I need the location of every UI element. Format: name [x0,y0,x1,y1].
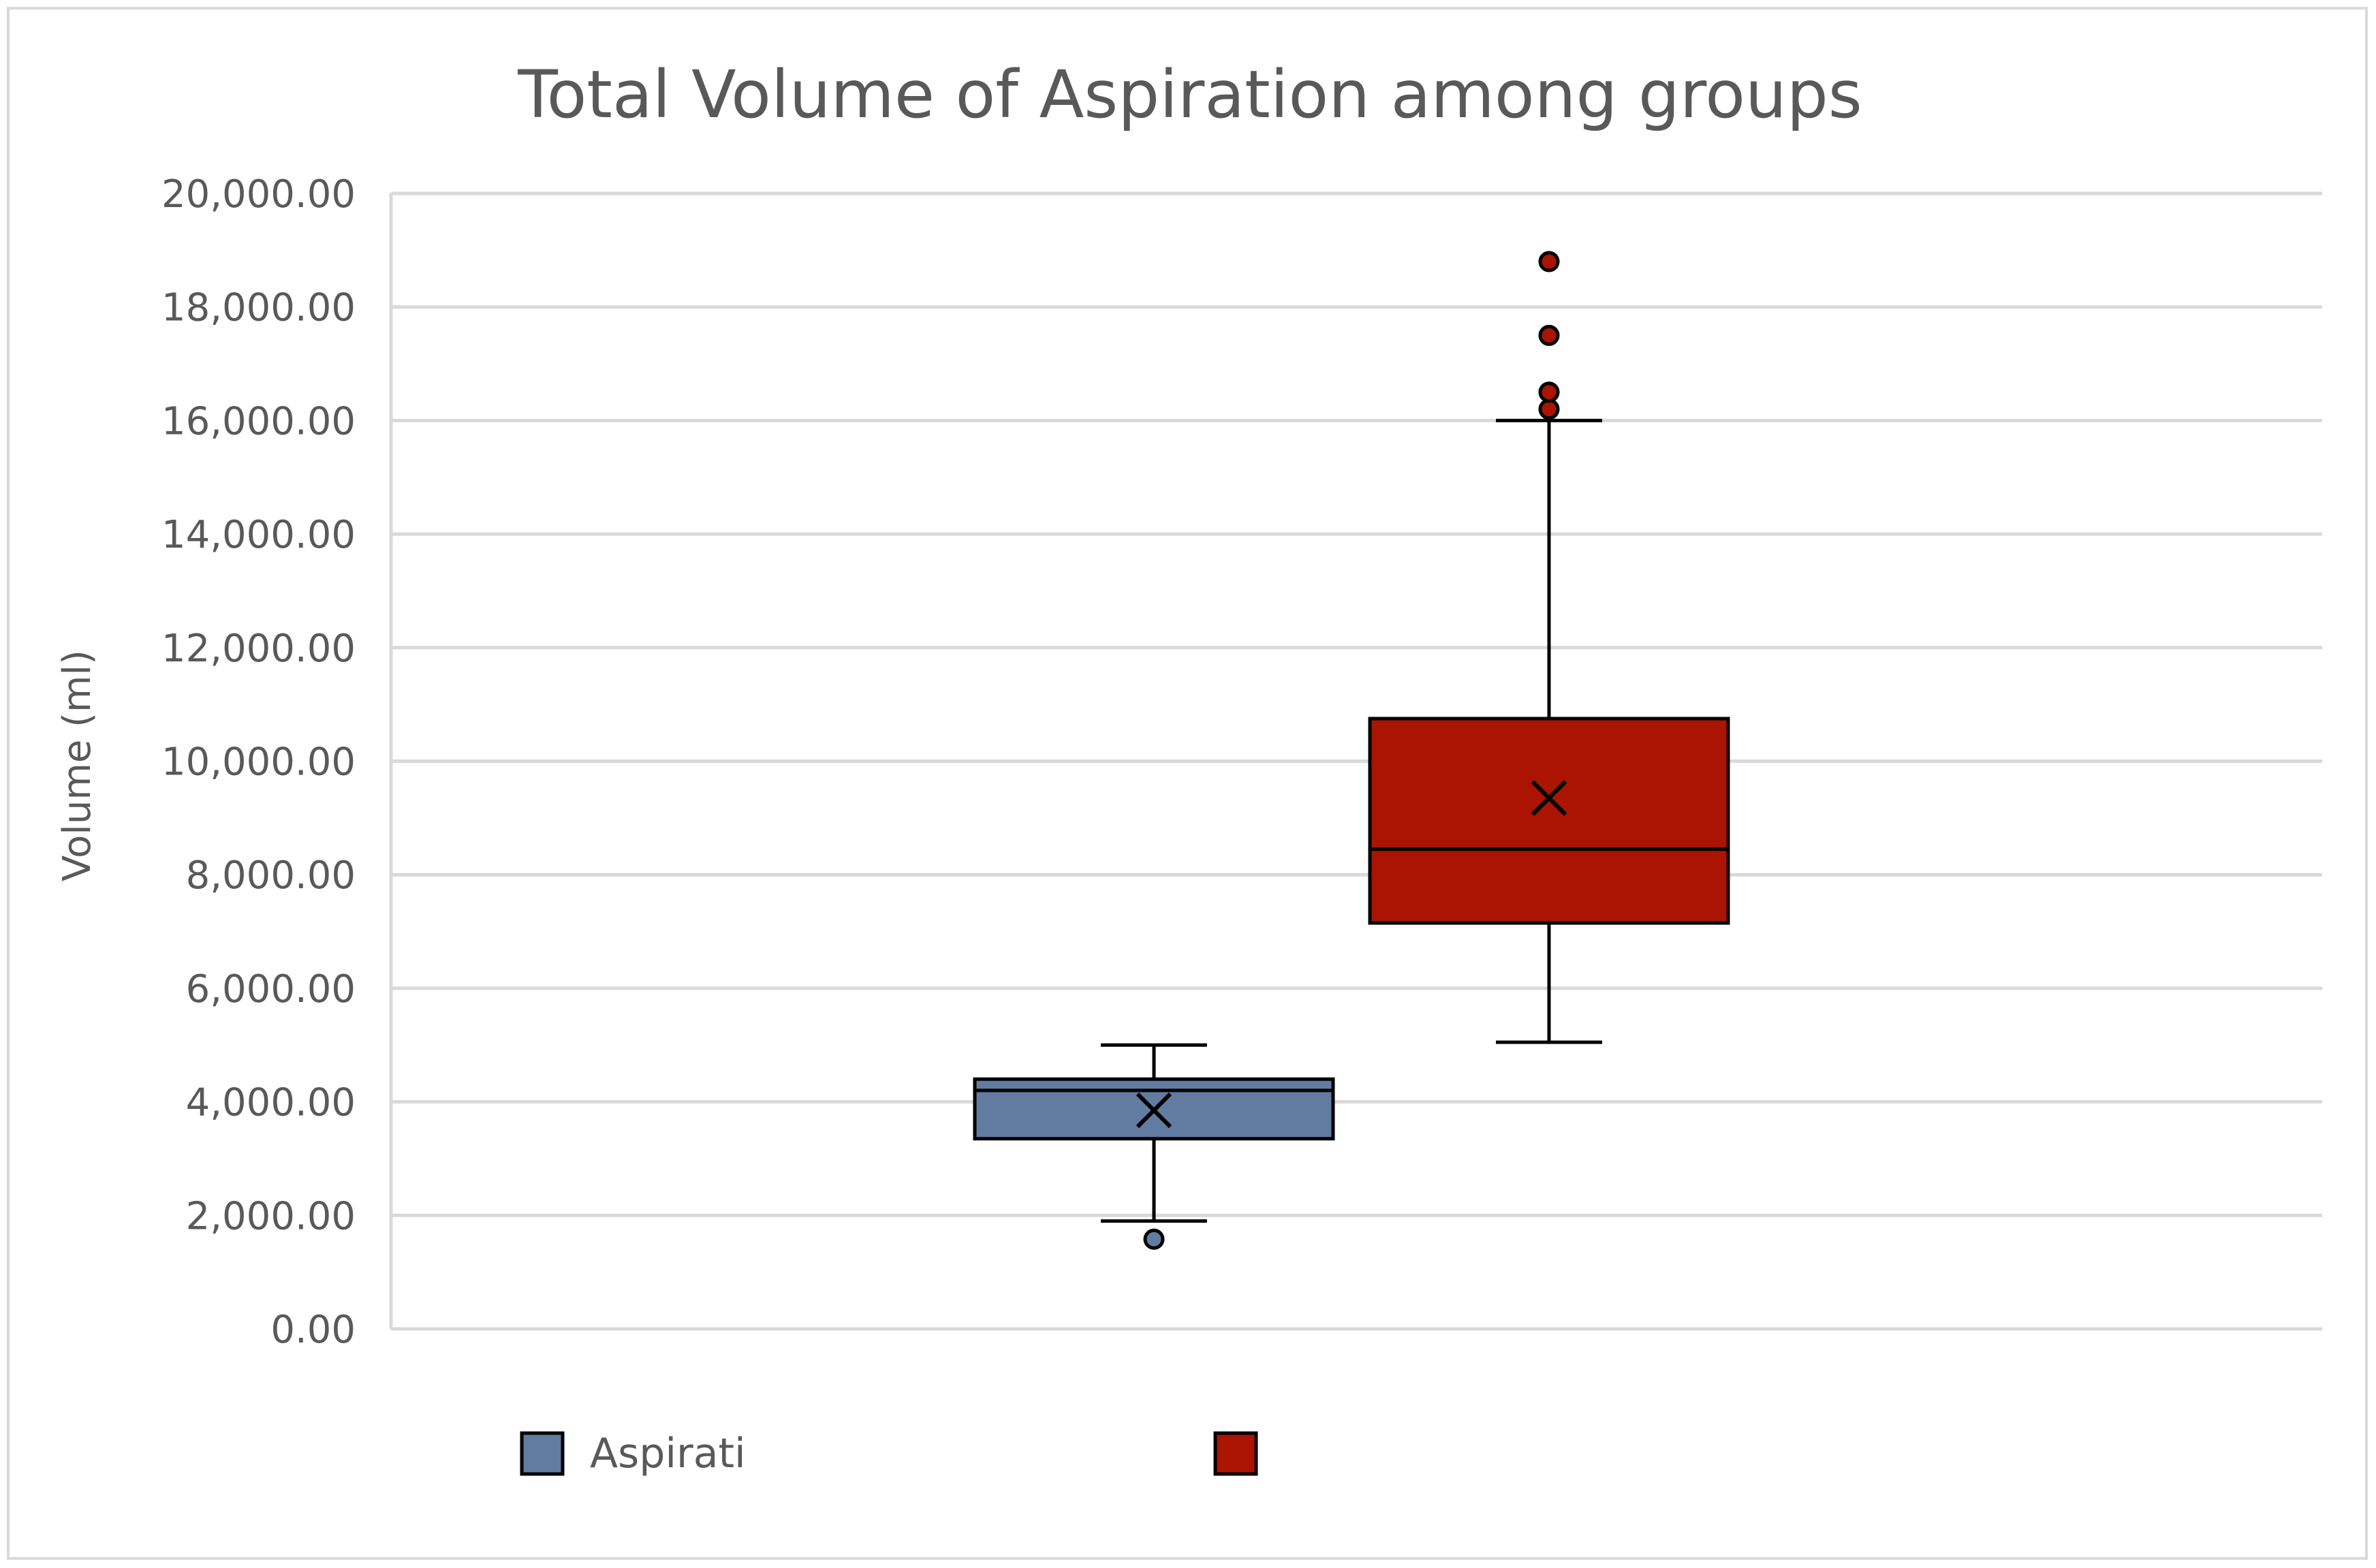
gridlines [389,191,2322,1331]
box-series-2 [1368,251,1730,1044]
legend-label-1: Aspirati [590,1430,746,1477]
y-tick-label: 14,000.00 [161,513,356,557]
boxes [973,251,1730,1250]
y-axis-label: Volume (ml) [55,650,99,881]
y-tick-label: 8,000.00 [186,853,356,898]
y-tick-label: 2,000.00 [186,1194,356,1238]
y-axis-ticks: 0.00 2,000.00 4,000.00 6,000.00 8,000.00 10,0… [161,172,356,1352]
outlier-point [1538,251,1560,272]
outlier-point [1538,381,1560,403]
y-tick-label: 4,000.00 [186,1081,356,1125]
outlier-point [1538,324,1560,346]
iqr-box [1368,717,1730,925]
legend: Aspirati [520,1430,1258,1477]
chart-title: Total Volume of Aspiration among groups [517,57,1862,133]
box-plot-chart: Total Volume of Aspiration among groups … [55,57,2322,1477]
y-tick-label: 10,000.00 [161,740,356,785]
y-tick-label: 18,000.00 [161,286,356,330]
mean-marker [1531,780,1567,816]
box-series-1 [973,1043,1335,1250]
mean-marker [1136,1092,1172,1129]
outlier-point [1143,1228,1165,1250]
y-tick-label: 6,000.00 [186,967,356,1012]
y-tick-label: 16,000.00 [161,399,356,443]
chart-frame: Total Volume of Aspiration among groups … [7,7,2368,1560]
legend-swatch-2 [1213,1431,1258,1476]
outlier-point [1538,398,1560,420]
y-tick-label: 12,000.00 [161,627,356,671]
y-tick-label: 20,000.00 [161,172,356,217]
y-tick-label: 0.00 [270,1308,356,1352]
legend-swatch-1 [520,1431,565,1476]
